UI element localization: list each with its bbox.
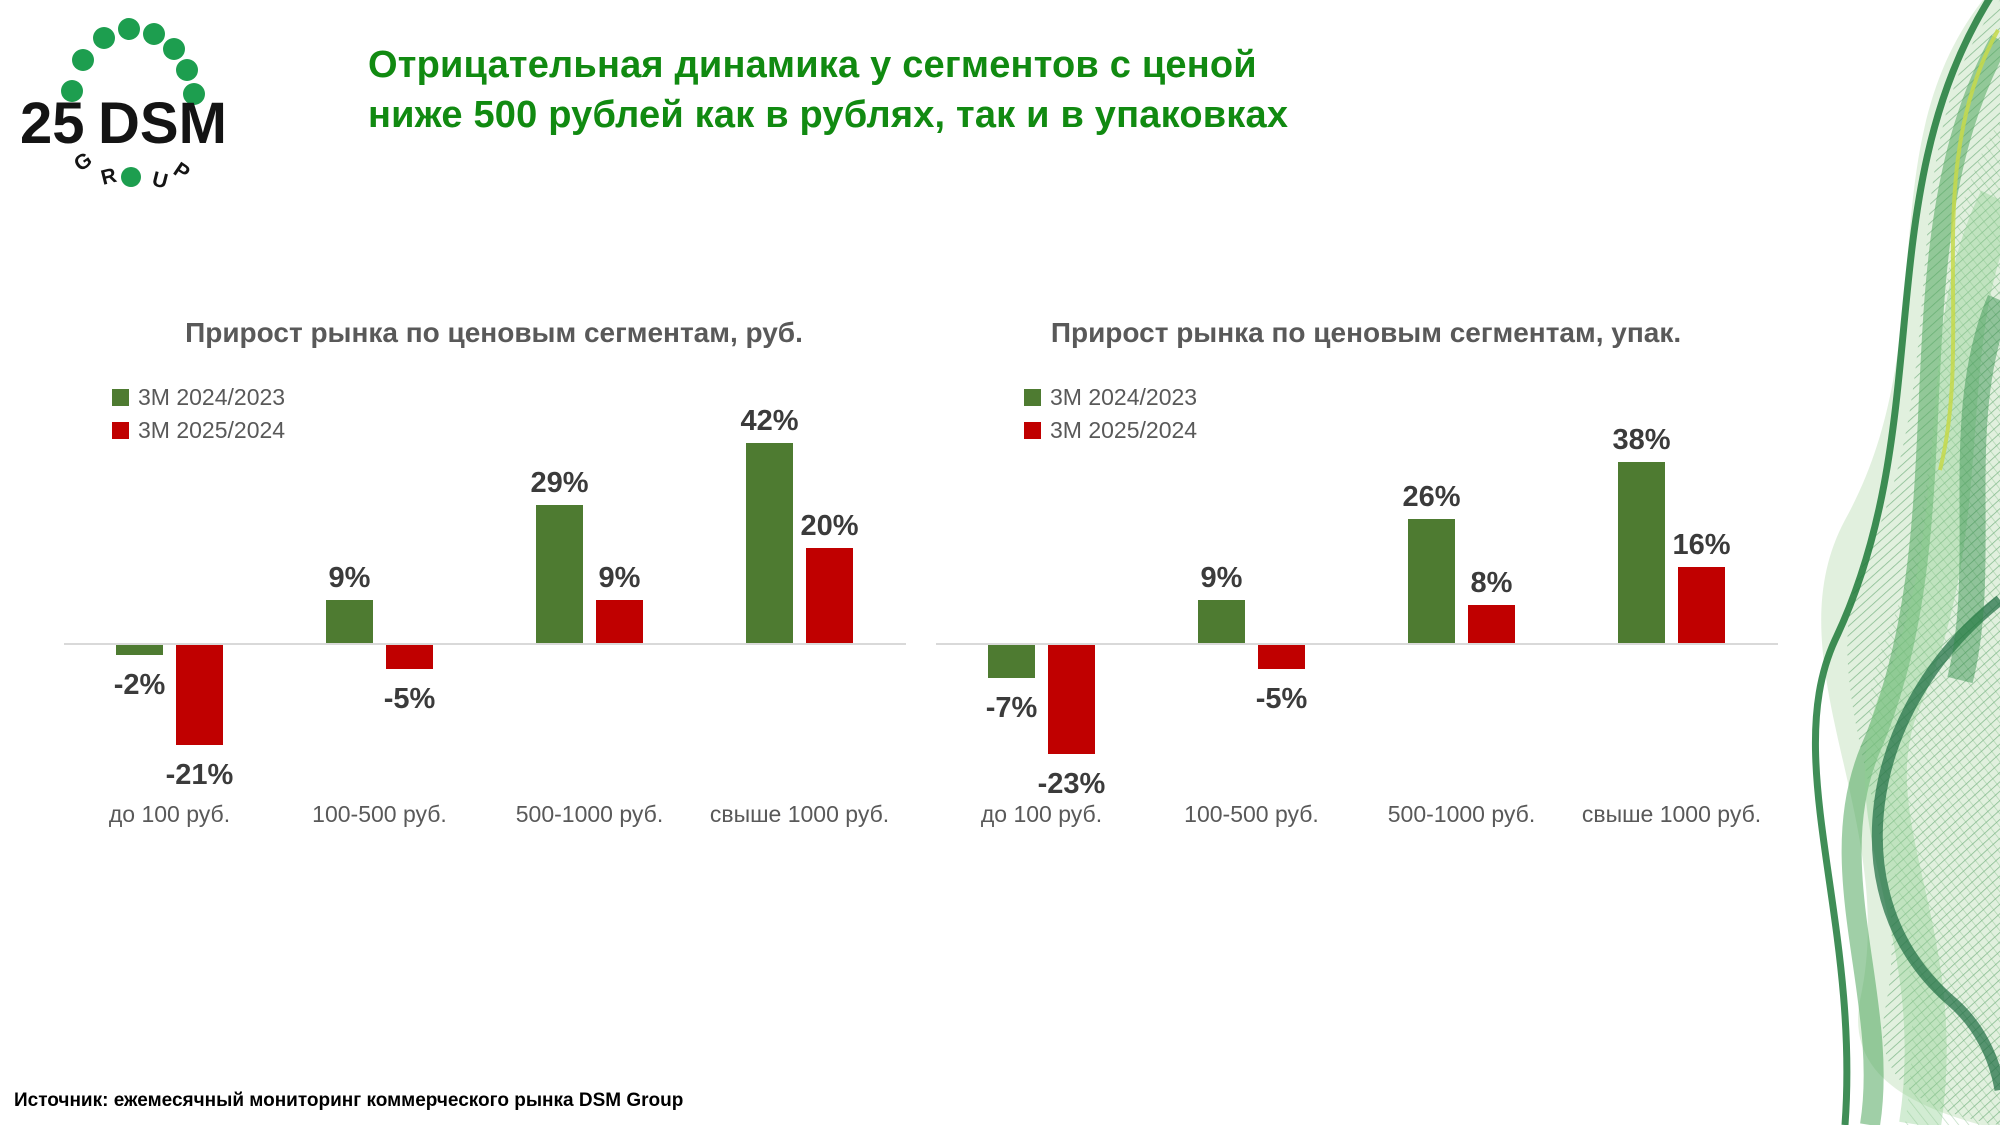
bar-positive bbox=[536, 505, 583, 643]
category-label: свыше 1000 руб. bbox=[1581, 801, 1762, 827]
plot-area: -7% -23% до 100 руб. 9% -5% 100-500 руб. 26% 8%… bbox=[932, 315, 1800, 855]
bar-positive bbox=[1678, 567, 1725, 643]
bar-positive bbox=[1198, 600, 1245, 643]
chart-title: Прирост рынка по ценовым сегментам, руб. bbox=[185, 317, 803, 348]
legend-label: 3М 2025/2024 bbox=[138, 417, 286, 443]
legend: 3М 2024/2023 3М 2025/2024 bbox=[112, 381, 285, 447]
chart-pack: Прирост рынка по ценовым сегментам, упак… bbox=[932, 315, 1800, 855]
bar-negative bbox=[1048, 645, 1095, 754]
legend-item: 3М 2024/2023 bbox=[1024, 381, 1197, 414]
category-label: до 100 руб. bbox=[108, 801, 231, 827]
bar-negative bbox=[988, 645, 1035, 678]
bar-positive bbox=[1618, 462, 1665, 643]
bar-value-label: 16% bbox=[1672, 529, 1731, 561]
chart-title: Прирост рынка по ценовым сегментам, упак… bbox=[1050, 317, 1682, 348]
bar-positive bbox=[746, 443, 793, 643]
legend-swatch-green bbox=[112, 389, 129, 406]
bar-value-label: -5% bbox=[383, 683, 436, 715]
slide-title: Отрицательная динамика у сегментов с цен… bbox=[368, 40, 1668, 140]
x-axis-line bbox=[936, 643, 1778, 645]
legend-swatch-red bbox=[112, 422, 129, 439]
bar-value-label: 9% bbox=[1200, 562, 1243, 594]
bar-value-label: 26% bbox=[1402, 481, 1461, 513]
bar-value-label: -7% bbox=[985, 692, 1038, 724]
bar-positive bbox=[596, 600, 643, 643]
bar-negative bbox=[1258, 645, 1305, 669]
category-label: 100-500 руб. bbox=[312, 801, 447, 827]
bar-positive bbox=[1468, 605, 1515, 643]
dsm-logo-graphic: 25 DSM G R U P bbox=[20, 18, 227, 194]
bar-value-label: 38% bbox=[1612, 424, 1671, 456]
slide-title-line2: ниже 500 рублей как в рублях, так и в уп… bbox=[368, 94, 1289, 136]
bar-value-label: 9% bbox=[598, 562, 641, 594]
source-note: Источник: ежемесячный мониторинг коммерч… bbox=[14, 1090, 684, 1111]
logo-bottom-dot bbox=[121, 167, 141, 187]
legend-swatch-green bbox=[1024, 389, 1041, 406]
dsm-logo: 25 DSM G R U P bbox=[10, 5, 245, 200]
bar-value-label: -21% bbox=[165, 759, 234, 791]
bar-value-label: -23% bbox=[1037, 768, 1106, 800]
bar-value-label: 8% bbox=[1470, 567, 1513, 599]
category-label: свыше 1000 руб. bbox=[709, 801, 890, 827]
slide-title-line1: Отрицательная динамика у сегментов с цен… bbox=[368, 44, 1257, 86]
chart-rub: Прирост рынка по ценовым сегментам, руб.… bbox=[60, 315, 928, 855]
bar-positive bbox=[1408, 519, 1455, 643]
legend-label: 3М 2024/2023 bbox=[1050, 384, 1198, 410]
logo-name: DSM bbox=[98, 91, 227, 156]
bar-negative bbox=[116, 645, 163, 655]
bar-negative bbox=[176, 645, 223, 745]
legend-swatch-red bbox=[1024, 422, 1041, 439]
legend-item: 3М 2025/2024 bbox=[1024, 414, 1197, 447]
bar-positive bbox=[806, 548, 853, 643]
category-label: 500-1000 руб. bbox=[1387, 801, 1536, 827]
bar-negative bbox=[386, 645, 433, 669]
legend-label: 3М 2025/2024 bbox=[1050, 417, 1198, 443]
legend-item: 3М 2025/2024 bbox=[112, 414, 285, 447]
bar-value-label: 9% bbox=[328, 562, 371, 594]
legend: 3М 2024/2023 3М 2025/2024 bbox=[1024, 381, 1197, 447]
legend-label: 3М 2024/2023 bbox=[138, 384, 286, 410]
decor-swirl bbox=[1790, 0, 2000, 1125]
x-axis-line bbox=[64, 643, 906, 645]
decor-swirl-graphic bbox=[1811, 0, 2000, 1125]
logo-number: 25 bbox=[20, 91, 85, 156]
bar-value-label: 29% bbox=[530, 467, 589, 499]
category-label: 500-1000 руб. bbox=[515, 801, 664, 827]
legend-item: 3М 2024/2023 bbox=[112, 381, 285, 414]
category-label: 100-500 руб. bbox=[1184, 801, 1319, 827]
bar-value-label: -2% bbox=[113, 669, 166, 701]
logo-dot-arc bbox=[61, 18, 205, 187]
plot-area: -2% -21% до 100 руб. 9% -5% 100-500 руб. 29% 9%… bbox=[60, 315, 928, 855]
bar-positive bbox=[326, 600, 373, 643]
svg-text:P: P bbox=[169, 158, 193, 185]
svg-text:U: U bbox=[150, 168, 170, 194]
svg-text:R: R bbox=[99, 164, 119, 190]
bar-value-label: 20% bbox=[800, 510, 859, 542]
bar-value-label: -5% bbox=[1255, 683, 1308, 715]
bar-value-label: 42% bbox=[740, 405, 799, 437]
category-label: до 100 руб. bbox=[980, 801, 1103, 827]
